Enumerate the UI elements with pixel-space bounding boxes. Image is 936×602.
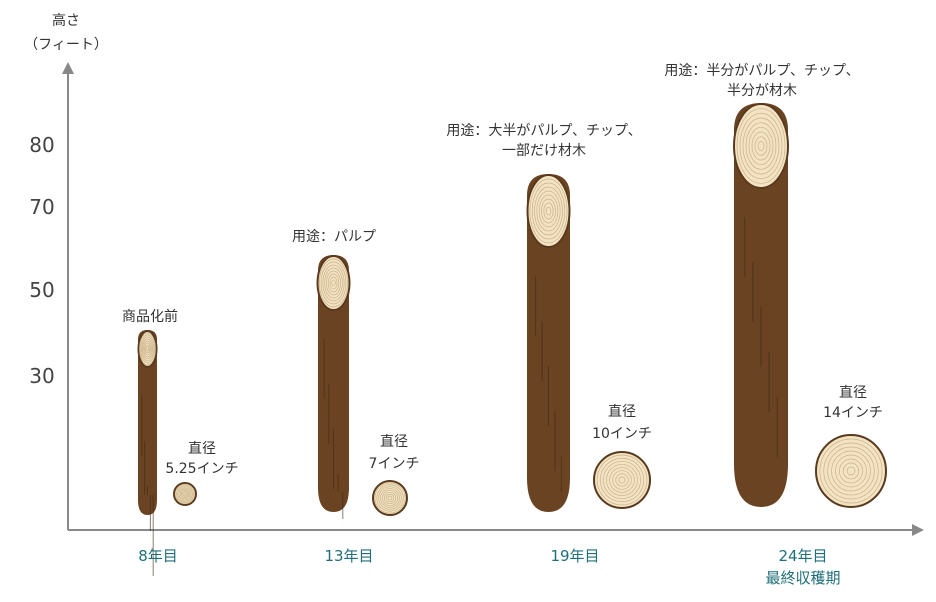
diameter-value: 10インチ [592,426,652,442]
stage-label: 19年目 [550,547,599,565]
x-axis-arrow-icon [912,524,924,536]
y-axis-unit: （フィート） [24,37,108,53]
log-top-rings [526,174,571,248]
log-top-rings [316,255,351,311]
diameter-value: 5.25インチ [165,461,238,477]
use-label-line2: 一部だけ材木 [502,143,586,159]
log-top-rings [733,103,789,189]
y-tick: 30 [29,364,54,388]
log-cross-section [593,451,651,509]
diameter-label: 直径 [188,440,216,457]
diameter-label: 直径 [839,384,867,401]
use-label: 用途：半分がパルプ、チップ、 [664,62,859,79]
y-axis-arrow-icon [62,62,74,74]
log-trunk [734,103,788,507]
stage-label: 8年目 [138,547,178,565]
log-cross-section [815,434,887,508]
diameter-value: 14インチ [823,405,883,421]
diameter-label: 直径 [608,403,636,420]
stage-label: 13年目 [324,547,373,565]
y-tick: 80 [29,133,54,157]
y-tick: 50 [29,278,54,302]
use-label: 用途：パルプ [292,228,376,245]
diameter-label: 直径 [380,433,408,450]
log-cross-section [173,482,197,506]
y-axis-title: 高さ [52,12,80,29]
use-label: 商品化前 [122,308,178,325]
stage-label: 24年目 [778,547,827,565]
use-label-line2: 半分が材木 [727,83,797,99]
stage-sublabel: 最終収穫期 [765,569,840,587]
use-label: 用途：大半がパルプ、チップ、 [446,122,641,139]
log-top-rings [137,330,158,368]
log-cross-section [372,480,408,516]
log-trunk [527,174,570,512]
diameter-value: 7インチ [369,456,420,472]
y-tick: 70 [29,195,54,219]
log-trunk [138,330,157,515]
log-trunk [318,255,349,512]
